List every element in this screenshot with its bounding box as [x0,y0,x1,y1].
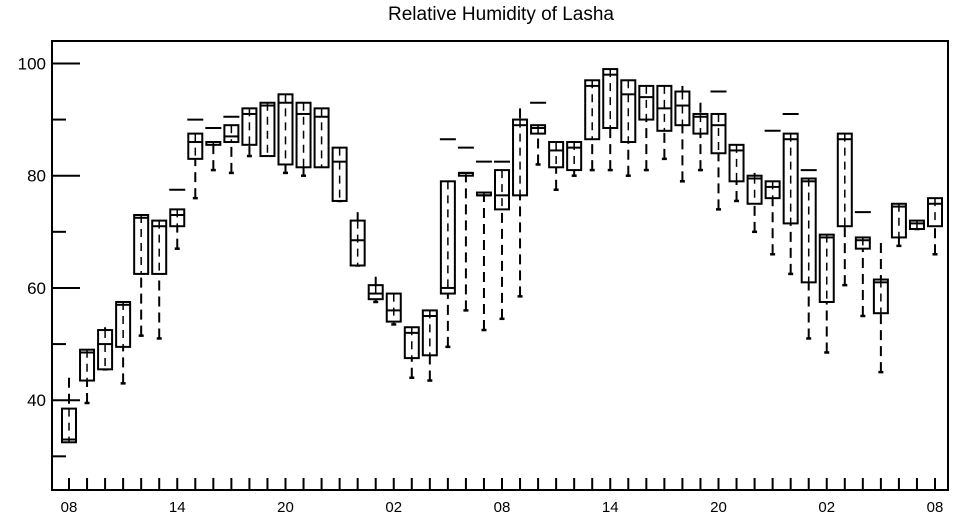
box [566,141,583,177]
box-body [512,118,529,197]
box [169,188,186,250]
box [421,309,438,382]
box [133,213,150,337]
x-tick-label: 08 [927,499,944,516]
box [530,101,547,166]
box [818,233,835,354]
box [331,146,348,203]
box [259,101,276,158]
y-tick-label: 40 [27,391,46,410]
plot-frame [51,40,949,491]
box [854,211,871,318]
box [656,84,673,161]
y-tick-label: 60 [27,279,46,298]
box [494,160,510,321]
box [115,300,132,385]
box [512,108,529,298]
x-tick-label: 02 [818,499,835,516]
y-tick-label: 80 [27,167,46,186]
x-tick-label: 08 [61,499,78,516]
box [223,115,240,175]
box [602,68,619,172]
box [151,219,168,340]
box [800,169,817,340]
box [674,85,691,183]
chart-title: Relative Humidity of Lasha [388,4,614,25]
box [187,118,204,200]
y-tick-label: 100 [18,54,46,73]
x-tick-label: 02 [385,499,402,516]
box [349,212,366,267]
box [872,243,889,374]
box [277,93,294,175]
box [97,327,114,371]
box [746,172,763,234]
box [890,202,907,248]
box [764,129,781,256]
x-tick-label: 14 [602,499,619,516]
box [638,84,655,172]
box [205,126,222,172]
box [584,79,601,172]
box [836,132,853,287]
box [908,219,925,231]
box [457,146,474,312]
x-tick-label: 20 [277,499,294,516]
box [313,107,330,169]
box [620,79,637,177]
box [475,160,492,332]
box-series [61,68,943,444]
box [782,112,799,276]
box [927,197,943,256]
x-tick-label: 14 [169,499,186,516]
box [439,138,456,349]
box [79,348,96,405]
x-tick-label: 20 [710,499,727,516]
x-tick-label: 08 [494,499,511,516]
box [692,102,709,172]
box [728,143,745,203]
box [241,107,258,158]
box [367,276,384,304]
box [385,292,402,326]
y-axis: 40 60 80 100 [18,54,80,458]
x-axis: 08 14 20 02 08 14 20 02 08 [61,478,944,516]
box [295,101,312,177]
box [61,377,77,444]
box [548,141,565,191]
box [403,326,420,379]
box [710,90,727,211]
